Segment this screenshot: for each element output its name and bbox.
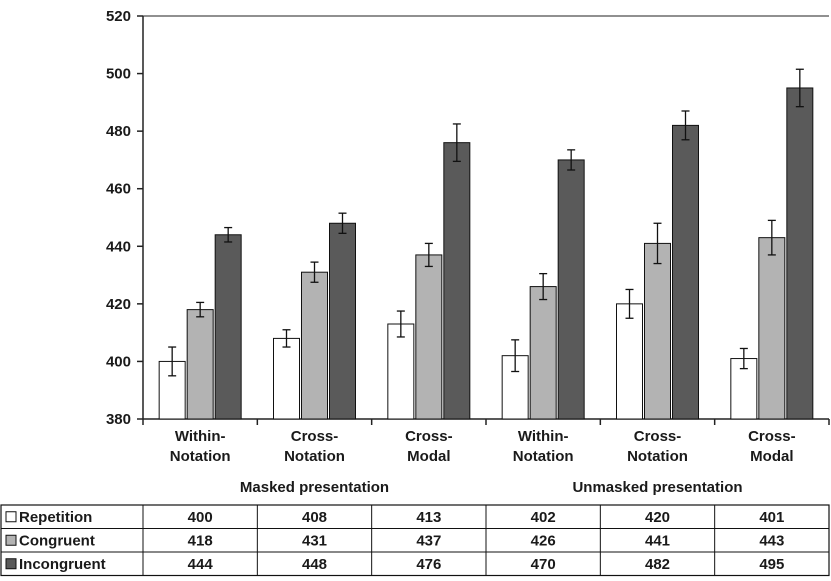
table-cell: 441 [645,532,670,549]
axes: 380 400 420 440 460 480 500 520 [106,8,830,428]
y-tick-label: 400 [106,353,131,370]
y-tick-label: 480 [106,123,131,140]
category-label: Modal [407,448,450,465]
bar-repetition-3 [387,323,415,420]
group-label: Unmasked presentation [572,479,742,496]
table-cell: 431 [302,532,327,549]
legend-swatch-repetition [5,511,17,523]
category-label: Cross- [291,428,339,445]
table-cell: 426 [531,532,556,549]
y-tick-label: 520 [106,8,131,25]
bar-incongruent-6 [786,87,814,420]
category-label: Within- [175,428,226,445]
y-tick-label: 380 [106,411,131,428]
table-cell: 495 [759,556,784,573]
table-cell: 437 [416,532,441,549]
bar-incongruent-4 [557,159,585,420]
bar-congruent-1 [186,309,214,420]
category-labels: Within- Notation Cross- Notation Cross- Modal… [170,428,796,465]
table-cell: 443 [759,532,784,549]
table-cell: 408 [302,509,327,526]
category-label: Notation [513,448,574,465]
legend-label-incongruent: Incongruent [19,556,106,573]
category-label: Notation [170,448,231,465]
table-cell: 470 [531,556,556,573]
bars [158,87,814,420]
category-label: Cross- [405,428,453,445]
category-label: Notation [627,448,688,465]
table-cell: 448 [302,556,327,573]
bar-repetition-2 [273,337,300,420]
bar-congruent-3 [415,254,443,420]
bar-congruent-6 [758,237,786,420]
table-cell: 444 [188,556,214,573]
y-tick-label: 440 [106,238,131,255]
bar-congruent-2 [301,271,328,420]
table-cell: 482 [645,556,670,573]
table-cell: 401 [759,509,784,526]
error-bars [168,68,804,377]
bar-repetition-5 [616,303,643,420]
category-label: Cross- [748,428,796,445]
y-tick-label: 500 [106,66,131,83]
y-tick-label: 460 [106,181,131,198]
table-cell: 418 [188,532,213,549]
category-label: Notation [284,448,345,465]
table-cell: 402 [531,509,556,526]
legend-swatch-congruent [5,534,17,546]
bar-congruent-4 [529,286,557,420]
table-cell: 476 [416,556,441,573]
table-cell: 413 [416,509,441,526]
legend-label-repetition: Repetition [19,509,92,526]
bar-incongruent-3 [443,142,471,420]
bar-incongruent-2 [329,222,356,420]
bar-congruent-5 [644,242,671,420]
y-tick-label: 420 [106,296,131,313]
data-table: Repetition 400 408 413 402 420 401 Congruent 418… [0,504,830,577]
bar-incongruent-5 [672,124,699,420]
legend-label-congruent: Congruent [19,532,95,549]
category-label: Cross- [634,428,682,445]
group-labels: Masked presentation Unmasked presentation [240,479,743,496]
legend-swatch-incongruent [5,558,17,570]
category-label: Modal [750,448,793,465]
group-label: Masked presentation [240,479,389,496]
table-cell: 420 [645,509,670,526]
table-cell: 400 [188,509,213,526]
category-label: Within- [518,428,569,445]
bar-incongruent-1 [214,234,242,420]
table-border [0,504,830,577]
